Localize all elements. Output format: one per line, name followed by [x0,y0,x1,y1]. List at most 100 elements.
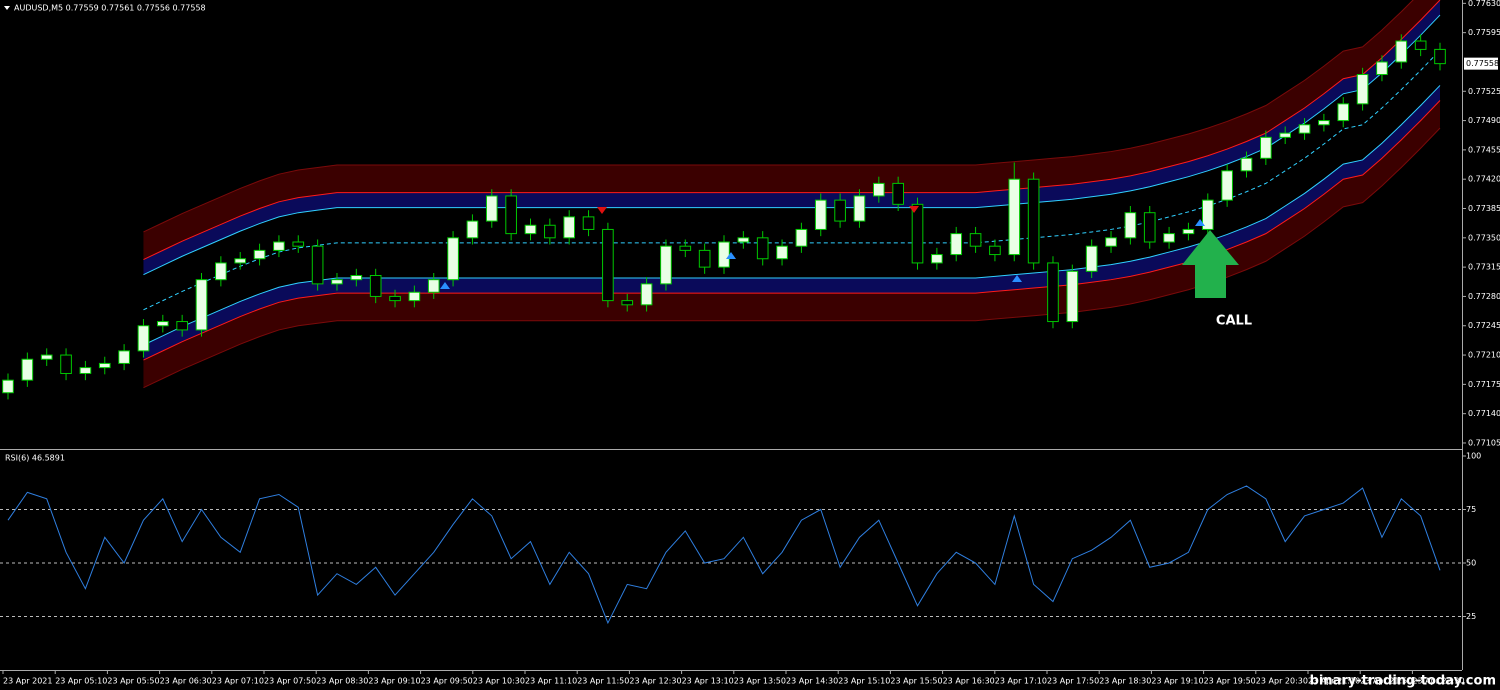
candle-body [872,182,885,197]
candle-body [1221,170,1233,201]
candle-body [176,321,188,331]
y-tick-label: 0.77315 [1468,263,1500,272]
candle-body [98,362,111,369]
rsi-tick-label: 50 [1466,559,1476,568]
candle-body [1414,40,1427,50]
x-tick-label: 23 Apr 17:10 [995,677,1047,686]
x-tick-label: 23 Apr 07:50 [264,677,316,686]
candle-body [1201,199,1214,230]
x-tick-label: 23 Apr 20:30 [1256,677,1308,686]
cyan-band-line [143,14,1441,276]
candle-body [234,258,247,264]
x-tick-label: 23 Apr 22:30 [1412,677,1464,686]
candle-body [1260,136,1272,159]
candle-body [737,237,750,243]
current-price-label: 0.77558 [1466,59,1499,68]
x-tick-label: 23 Apr 14:30 [786,677,838,686]
y-tick-label: 0.77210 [1468,351,1500,360]
x-tick-label: 23 Apr 15:50 [890,677,942,686]
x-tick-label: 23 Apr 11:50 [577,677,629,686]
candle-body [2,379,14,394]
candle-body [79,367,92,374]
candle-body [505,195,517,235]
x-tick-label: 23 Apr 10:30 [473,677,525,686]
x-tick-label: 23 Apr 18:30 [1099,677,1151,686]
candle-body [1337,103,1350,122]
candle-body [1008,178,1021,256]
buy-arrow [1012,275,1022,282]
candle-body [1105,237,1117,247]
candle-body [640,283,653,306]
inner-band [143,0,1440,275]
sell-arrow [597,207,607,214]
candle-body [1240,157,1253,172]
candle-body [1182,228,1195,235]
x-tick-label: 23 Apr 19:10 [1151,677,1203,686]
candle-body [447,237,459,281]
y-tick-label: 0.77595 [1468,28,1500,37]
bands [143,0,1441,389]
candle-body [408,291,421,302]
y-tick-label: 0.77245 [1468,321,1500,330]
rsi-tick-label: 75 [1466,505,1476,514]
candle-body [989,245,1001,256]
candle-body [195,279,208,331]
candle-body [776,245,788,260]
rsi-tick-label: 25 [1466,612,1476,621]
candle-body [21,358,34,381]
candle-body [698,249,711,268]
x-tick-label: 23 Apr 15:10 [838,677,890,686]
y-tick-label: 0.77490 [1468,116,1500,125]
x-tick-label: 23 Apr 11:10 [525,677,577,686]
y-tick-label: 0.77420 [1468,175,1500,184]
candle-body [853,195,866,222]
candle-body [892,182,904,205]
candle-body [969,233,982,247]
y-tick-label: 0.77525 [1468,87,1500,96]
candle-body [1298,124,1311,134]
rsi-line [7,485,1441,625]
x-tick-label: 23 Apr 13:10 [682,677,734,686]
candle-body [582,216,595,230]
x-tick-label: 23 Apr 19:50 [1204,677,1256,686]
x-tick-label: 23 Apr 05:10 [55,677,107,686]
candle-body [911,203,924,264]
call-arrow [1182,230,1239,298]
candle-body [1143,212,1156,243]
y-tick-label: 0.77140 [1468,409,1500,418]
candle-body [950,233,963,256]
candle-body [1124,212,1137,239]
candle-body [118,350,130,364]
candle-body [931,254,943,264]
candle-body [756,237,769,260]
candle-body [1163,233,1175,243]
x-tick-label: 23 Apr 08:30 [316,677,368,686]
candle-body [1434,48,1446,65]
candle-body [331,279,343,285]
x-tick-label: 23 Apr 12:30 [629,677,681,686]
candle-body [156,321,169,327]
x-tick-label: 23 Apr 06:30 [160,677,212,686]
rsi-title: RSI(6) 46.5891 [5,454,65,463]
y-tick-label: 0.77385 [1468,204,1500,213]
candle-body [524,224,537,235]
candle-body [814,199,827,230]
x-tick-label: 23 Apr 2021 [3,677,52,686]
candle-body [1356,74,1369,105]
candle-body [1027,178,1040,264]
outer-edge [143,0,1414,233]
overlay: CALL [440,206,1252,329]
candle-body [621,300,634,306]
candle-body [834,199,846,222]
y-tick-label: 0.77455 [1468,145,1500,154]
outer-band [143,100,1440,388]
x-tick-label: 23 Apr 09:50 [421,677,473,686]
call-label: CALL [1216,314,1252,329]
y-tick-label: 0.77175 [1468,380,1500,389]
candle-body [215,262,227,281]
menu-icon[interactable] [4,6,10,10]
watermark: binary-trading-today.com [1310,674,1496,689]
candle-body [1085,245,1098,272]
